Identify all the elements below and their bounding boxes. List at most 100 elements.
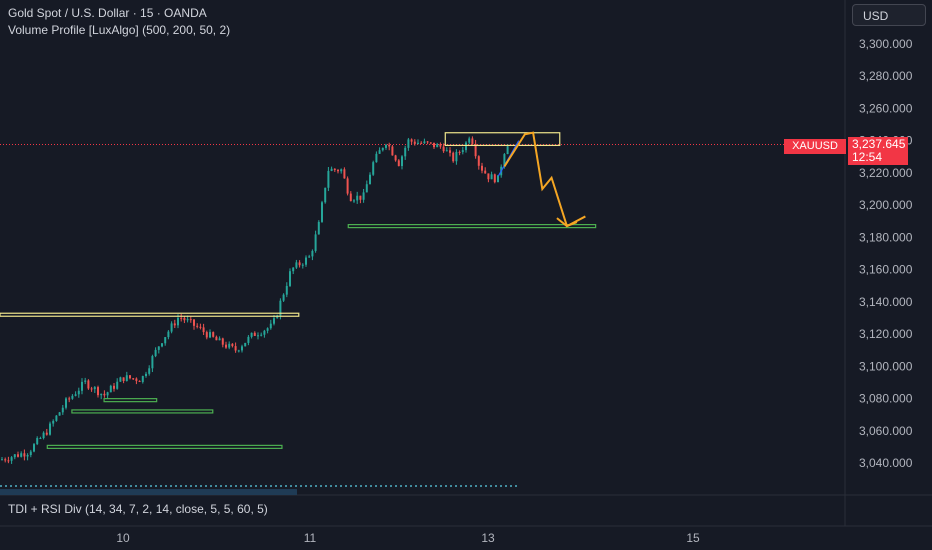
- candle-body: [458, 151, 461, 153]
- candle: [263, 329, 266, 338]
- candle: [468, 136, 471, 145]
- candle-body: [36, 438, 39, 445]
- candle: [17, 451, 19, 458]
- candle-body: [263, 330, 266, 335]
- candle: [327, 166, 330, 192]
- candle-body: [282, 294, 285, 301]
- candle: [266, 327, 269, 334]
- candle: [349, 191, 352, 202]
- candle-body: [362, 192, 365, 200]
- candle-body: [33, 444, 35, 452]
- candle: [135, 377, 138, 385]
- candle: [423, 138, 426, 144]
- candle-body: [481, 165, 483, 171]
- candle: [397, 159, 400, 167]
- zone-green: [347, 224, 597, 229]
- candle-body: [100, 393, 103, 396]
- candle-body: [205, 332, 208, 338]
- volume-profile-indicator-label[interactable]: Volume Profile [LuxAlgo] (500, 200, 50, …: [8, 23, 231, 37]
- candle-body: [487, 173, 490, 180]
- candle: [439, 142, 442, 149]
- y-tick-label: 3,060.000: [859, 424, 913, 438]
- candle-body: [103, 393, 106, 396]
- candle-body: [138, 380, 141, 382]
- candle-body: [61, 407, 64, 413]
- candle: [311, 249, 314, 261]
- candle-body: [49, 423, 51, 435]
- y-tick-label: 3,080.000: [859, 392, 913, 406]
- candle-body: [397, 160, 400, 167]
- candle: [199, 323, 202, 330]
- candle: [13, 453, 16, 460]
- candle: [436, 142, 439, 148]
- candle: [196, 323, 199, 329]
- candle: [1, 457, 3, 461]
- y-tick-label: 3,280.000: [859, 69, 913, 83]
- y-tick-label: 3,040.000: [859, 456, 913, 470]
- candle: [145, 371, 147, 378]
- candle-body: [394, 155, 397, 161]
- candle: [269, 319, 272, 330]
- y-tick-label: 3,180.000: [859, 230, 913, 244]
- candle-body: [388, 144, 391, 147]
- candle-body: [276, 315, 279, 319]
- candle: [365, 180, 368, 193]
- y-tick-label: 3,140.000: [859, 295, 913, 309]
- candle-body: [314, 234, 317, 251]
- candle-body: [493, 174, 496, 183]
- candle-body: [436, 144, 439, 148]
- candle: [122, 377, 125, 384]
- currency-selector[interactable]: USD: [852, 4, 926, 26]
- candle-body: [285, 285, 288, 295]
- candle-body: [442, 146, 445, 152]
- candle-body: [253, 332, 256, 336]
- candle: [375, 151, 378, 163]
- candle: [212, 331, 215, 338]
- candle-body: [186, 319, 189, 321]
- candle: [333, 168, 336, 172]
- candle: [49, 421, 51, 436]
- candle: [317, 220, 320, 235]
- candle: [314, 230, 317, 253]
- candle-body: [215, 336, 218, 341]
- candle-body: [324, 187, 327, 203]
- candle-body: [193, 319, 195, 326]
- tdi-rsi-indicator-label[interactable]: TDI + RSI Div (14, 34, 7, 2, 14, close, …: [8, 502, 268, 516]
- candle-body: [109, 385, 112, 393]
- candle: [413, 139, 416, 146]
- projection-arrowhead: [556, 217, 578, 228]
- candle-body: [340, 169, 343, 172]
- candle-body: [135, 378, 138, 381]
- candle-body: [116, 381, 119, 389]
- candle: [442, 143, 445, 153]
- candle-body: [439, 144, 442, 147]
- candle: [68, 396, 71, 403]
- candle: [420, 141, 423, 145]
- candle-body: [506, 146, 509, 155]
- candle-body: [372, 162, 375, 175]
- candle: [385, 143, 387, 150]
- candle: [55, 415, 58, 422]
- candle-body: [378, 150, 381, 154]
- candle: [356, 191, 359, 204]
- chart-title[interactable]: Gold Spot / U.S. Dollar · 15 · OANDA: [8, 6, 207, 20]
- candle: [103, 390, 106, 398]
- candle-body: [433, 142, 435, 148]
- candles: [1, 136, 509, 464]
- candle-body: [289, 271, 291, 286]
- candle-body: [164, 337, 167, 344]
- candle: [74, 391, 77, 397]
- candle: [228, 341, 231, 350]
- candle: [183, 315, 186, 324]
- candle: [241, 344, 243, 353]
- candle: [292, 267, 295, 275]
- candle: [141, 375, 144, 384]
- candle-body: [161, 343, 163, 347]
- candle-body: [74, 394, 77, 396]
- candle-body: [244, 342, 247, 347]
- candle: [487, 173, 490, 183]
- candle-body: [337, 170, 339, 172]
- candle: [308, 254, 311, 258]
- candle: [433, 142, 435, 149]
